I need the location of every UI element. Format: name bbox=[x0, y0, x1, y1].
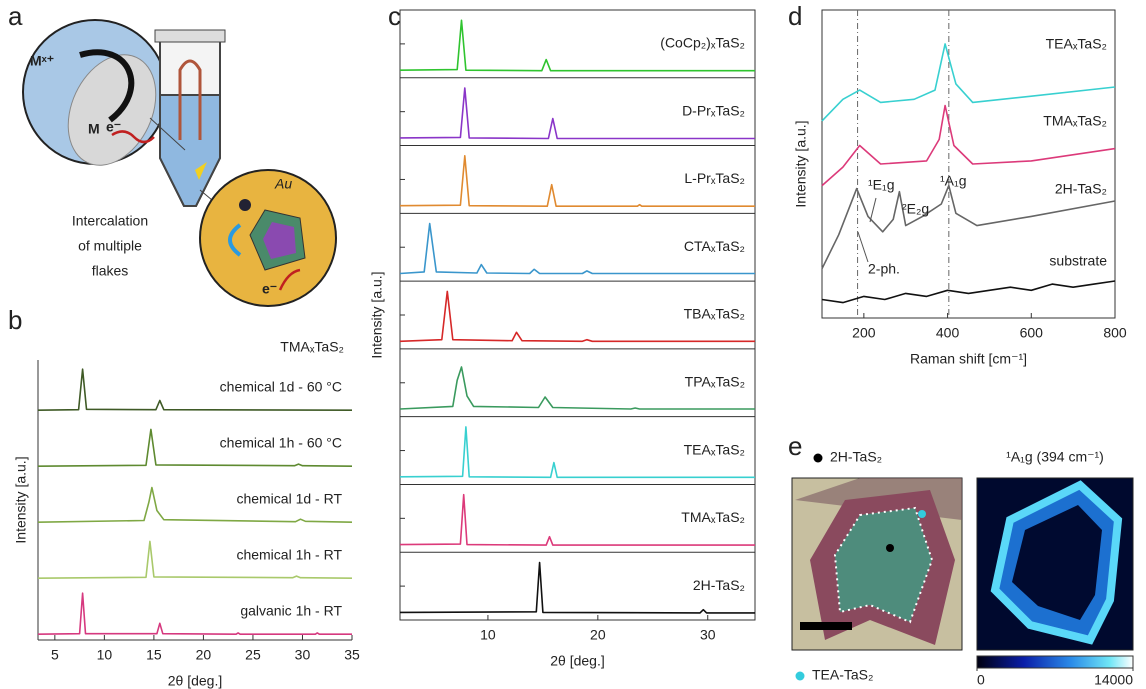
x-tick-label: 30 bbox=[700, 627, 716, 643]
optical-image bbox=[791, 477, 963, 651]
series-label: D-PrₓTaS₂ bbox=[682, 102, 745, 118]
x-tick-label: 35 bbox=[344, 647, 360, 663]
peak-annotation: ¹A₁g bbox=[940, 173, 967, 189]
series-label: TPAₓTaS₂ bbox=[685, 373, 745, 389]
series-label: L-PrₓTaS₂ bbox=[684, 170, 745, 186]
x-tick-label: 20 bbox=[196, 647, 212, 663]
spectrum-line bbox=[37, 428, 353, 467]
peak-annotation: ¹E₁g bbox=[868, 177, 895, 193]
spectrum-line bbox=[399, 222, 755, 275]
spectrum-line bbox=[37, 540, 353, 579]
series-label: TEAₓTaS₂ bbox=[684, 441, 745, 457]
legend-label: 2H-TaS₂ bbox=[830, 449, 882, 465]
panel-letter: d bbox=[788, 1, 802, 31]
au-label: Au bbox=[274, 176, 292, 192]
point-marker bbox=[918, 510, 926, 518]
series-label: chemical 1h - RT bbox=[236, 547, 342, 563]
spectrum-line bbox=[399, 426, 755, 479]
series-label: TMAₓTaS₂ bbox=[1043, 113, 1107, 129]
spectrum-line bbox=[821, 43, 1116, 122]
x-axis-label: 2θ [deg.] bbox=[168, 673, 223, 689]
electron-flake-label: e⁻ bbox=[262, 281, 277, 297]
spectrum-line bbox=[399, 561, 755, 614]
ion-label: Mˣ⁺ bbox=[30, 53, 54, 69]
legend-dot bbox=[795, 671, 805, 681]
x-tick-label: 15 bbox=[146, 647, 162, 663]
spectrum-line bbox=[399, 19, 755, 72]
x-tick-label: 10 bbox=[480, 627, 496, 643]
x-tick-label: 600 bbox=[1020, 325, 1044, 341]
spectrum-line bbox=[399, 493, 755, 546]
spectrum-line bbox=[821, 280, 1116, 304]
x-tick-label: 25 bbox=[245, 647, 261, 663]
series-label: TMAₓTaS₂ bbox=[681, 509, 745, 525]
spectrum-line bbox=[821, 104, 1116, 187]
panel-letter: b bbox=[8, 305, 22, 335]
series-label: chemical 1d - 60 °C bbox=[220, 379, 342, 395]
x-axis-label: Raman shift [cm⁻¹] bbox=[910, 351, 1027, 367]
caption-line: of multiple bbox=[78, 238, 142, 254]
colorbar-label: 0 bbox=[977, 672, 985, 688]
peak-annotation: 2-ph. bbox=[868, 261, 900, 277]
series-label: TEAₓTaS₂ bbox=[1046, 36, 1107, 52]
x-tick-label: 200 bbox=[852, 325, 876, 341]
caption-line: Intercalation bbox=[72, 213, 148, 229]
y-axis-label: Intensity [a.u.] bbox=[793, 120, 809, 207]
y-axis-label: Intensity [a.u.] bbox=[369, 271, 385, 358]
y-axis-label: Intensity [a.u.] bbox=[13, 456, 29, 543]
map-title: ¹A₁g (394 cm⁻¹) bbox=[1006, 449, 1104, 465]
series-label: substrate bbox=[1049, 253, 1107, 269]
legend-label: TEA-TaS₂ bbox=[812, 667, 873, 683]
spectrum-line bbox=[37, 486, 353, 523]
series-label: chemical 1h - 60 °C bbox=[220, 435, 342, 451]
peak-annotation: ²E₂g bbox=[902, 201, 929, 217]
series-label: CTAₓTaS₂ bbox=[684, 238, 745, 254]
series-label: chemical 1d - RT bbox=[236, 491, 342, 507]
caption-line: flakes bbox=[92, 263, 129, 279]
legend-dot bbox=[813, 453, 823, 463]
chart-title: TMAₓTaS₂ bbox=[280, 339, 344, 355]
schematic bbox=[22, 19, 337, 307]
x-axis-label: 2θ [deg.] bbox=[550, 653, 605, 669]
series-label: 2H-TaS₂ bbox=[693, 577, 745, 593]
panel-letter: e bbox=[788, 431, 802, 461]
x-tick-label: 400 bbox=[936, 325, 960, 341]
x-tick-label: 800 bbox=[1103, 325, 1127, 341]
metal-label: M bbox=[88, 121, 100, 137]
series-label: TBAₓTaS₂ bbox=[684, 306, 745, 322]
x-tick-label: 5 bbox=[51, 647, 59, 663]
spectrum-line bbox=[37, 592, 352, 635]
colorbar-label: 14000 bbox=[1094, 672, 1133, 688]
x-tick-label: 10 bbox=[97, 647, 113, 663]
spectrum-line bbox=[399, 87, 755, 140]
series-label: (CoCp₂)ₓTaS₂ bbox=[660, 35, 745, 51]
series-label: galvanic 1h - RT bbox=[240, 603, 342, 619]
spectrum-line bbox=[399, 155, 755, 207]
raman-map bbox=[976, 477, 1134, 651]
plot-frame bbox=[821, 9, 1116, 319]
electron-label: e⁻ bbox=[106, 119, 121, 135]
spectrum-line bbox=[37, 368, 353, 411]
colorbar bbox=[976, 655, 1134, 669]
x-tick-label: 20 bbox=[590, 627, 606, 643]
x-tick-label: 30 bbox=[295, 647, 311, 663]
annotation-leader bbox=[869, 197, 877, 223]
point-marker bbox=[886, 544, 894, 552]
annotation-leader bbox=[857, 231, 869, 263]
panel-letter: c bbox=[388, 1, 401, 31]
spectrum-line bbox=[399, 290, 755, 343]
panel-letter: a bbox=[8, 1, 23, 31]
spectrum-line bbox=[399, 366, 755, 410]
spectrum-line bbox=[821, 184, 1116, 270]
series-label: 2H-TaS₂ bbox=[1055, 181, 1107, 197]
